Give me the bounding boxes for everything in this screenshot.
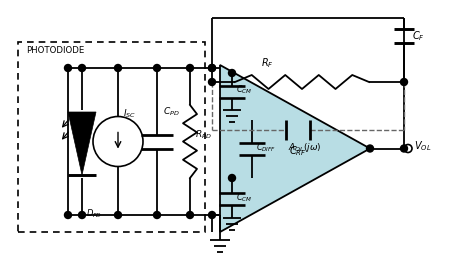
Text: $A_{OL}(j\omega)$: $A_{OL}(j\omega)$ (288, 141, 322, 154)
Circle shape (79, 64, 85, 72)
Circle shape (400, 145, 408, 152)
Text: PHOTODIODE: PHOTODIODE (26, 46, 84, 55)
Text: $D_{PD}$: $D_{PD}$ (86, 208, 102, 221)
Polygon shape (68, 112, 96, 175)
Text: $C_{RF}$: $C_{RF}$ (289, 144, 307, 158)
Circle shape (228, 70, 236, 76)
Circle shape (114, 212, 122, 218)
Text: $C_{PD}$: $C_{PD}$ (163, 105, 180, 118)
Circle shape (208, 64, 216, 72)
Circle shape (114, 64, 122, 72)
Circle shape (187, 212, 193, 218)
Text: $V_{OL}$: $V_{OL}$ (414, 140, 431, 153)
Circle shape (187, 64, 193, 72)
Circle shape (228, 175, 236, 181)
Text: $C_{DIFF}$: $C_{DIFF}$ (256, 142, 276, 154)
Circle shape (79, 212, 85, 218)
Circle shape (153, 212, 161, 218)
Text: $C_{CM}$: $C_{CM}$ (236, 84, 252, 96)
Text: $C_{CM}$: $C_{CM}$ (236, 192, 252, 204)
Circle shape (208, 212, 216, 218)
Polygon shape (220, 65, 370, 232)
Circle shape (366, 145, 374, 152)
Circle shape (400, 79, 408, 85)
Text: $I_{SC}$: $I_{SC}$ (123, 108, 136, 120)
Circle shape (208, 79, 216, 85)
Text: $R_F$: $R_F$ (261, 56, 273, 70)
Text: $R_{PD}$: $R_{PD}$ (195, 129, 212, 141)
Circle shape (153, 64, 161, 72)
Circle shape (208, 64, 216, 72)
Circle shape (64, 64, 71, 72)
Circle shape (64, 212, 71, 218)
Text: $C_F$: $C_F$ (412, 29, 425, 43)
